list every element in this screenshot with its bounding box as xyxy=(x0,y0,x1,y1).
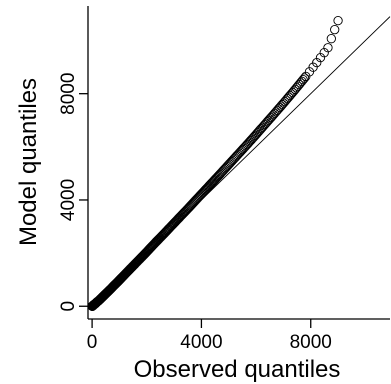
data-points xyxy=(87,15,343,311)
data-point xyxy=(330,25,340,35)
y-axis-title: Model quantiles xyxy=(15,78,42,246)
x-tick-label: 0 xyxy=(87,332,98,353)
y-axis-ticks: 0 4000 8000 xyxy=(58,73,88,312)
data-point xyxy=(298,75,308,85)
x-axis-ticks: 0 4000 8000 xyxy=(87,319,332,353)
y-tick-label: 0 xyxy=(58,301,79,312)
y-tick-label: 4000 xyxy=(58,179,79,221)
x-tick-label: 8000 xyxy=(290,332,332,353)
y-tick-label: 8000 xyxy=(58,73,79,115)
x-axis-title: Observed quantiles xyxy=(134,356,341,383)
x-tick-label: 4000 xyxy=(180,332,222,353)
data-point xyxy=(299,73,310,83)
data-point xyxy=(326,34,336,44)
data-point xyxy=(323,43,333,53)
data-point xyxy=(333,15,343,26)
